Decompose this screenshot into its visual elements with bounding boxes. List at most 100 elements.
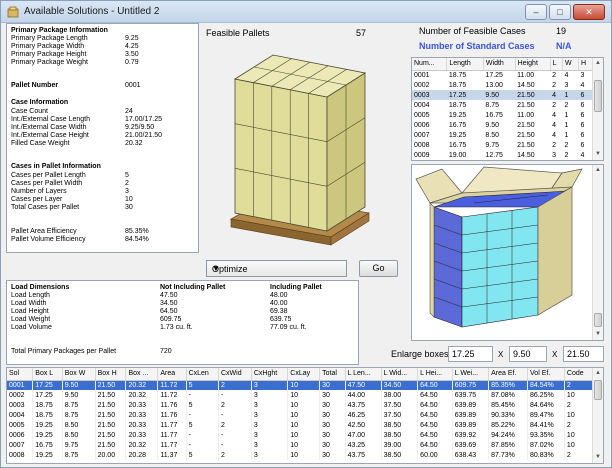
results-table-row[interactable]: 0007 16.75 9.75 21.50 20.32 11.77- -3 10 30 43.25… bbox=[7, 440, 594, 450]
cases-table-row[interactable]: 0001 18.75 17.25 11.00 2 4 3 bbox=[412, 70, 593, 80]
cases-in-pallet-heading: Cases in Pallet Information bbox=[11, 163, 101, 170]
enlarge-length-input[interactable]: 17.25 bbox=[448, 346, 493, 362]
cases-table-cell: 2 bbox=[552, 71, 557, 79]
results-table-cell: 16.75 bbox=[32, 440, 63, 450]
results-column-header[interactable]: L Wid... bbox=[381, 368, 419, 381]
results-column-header[interactable]: Sol bbox=[7, 368, 34, 381]
results-table-cell: - bbox=[218, 390, 252, 400]
window-title: Available Solutions - Untitled 2 bbox=[24, 6, 160, 17]
cases-table-cell: 1 bbox=[562, 90, 579, 100]
cases-column-header[interactable]: Width bbox=[483, 58, 516, 71]
cases-table-cell: 2 bbox=[552, 81, 557, 89]
results-table-cell: 34.50 bbox=[381, 380, 419, 390]
results-table-cell: 87.73% bbox=[488, 450, 529, 460]
results-table-cell: - bbox=[186, 390, 219, 400]
results-table-row[interactable]: 0001 17.25 9.50 21.50 20.32 11.72 5 2 3 10 30 47.50… bbox=[7, 380, 594, 390]
scroll-up-icon[interactable]: ▲ bbox=[595, 60, 601, 66]
case-view-scrollbar[interactable]: ▲ ▼ bbox=[592, 165, 603, 340]
cases-table-cell: 6 bbox=[580, 101, 585, 109]
cases-table-cell: 19.25 bbox=[448, 111, 467, 119]
cases-table-row[interactable]: 0002 18.75 13.00 14.50 2 3 4 bbox=[412, 80, 593, 90]
results-column-header[interactable]: Box ... bbox=[125, 368, 159, 381]
feasible-cases-count: 19 bbox=[556, 26, 567, 36]
results-table-row[interactable]: 0003 18.75 8.75 21.50 20.33 11.76 5 2 3 10 30 43.75… bbox=[7, 400, 594, 410]
results-column-header[interactable]: Area bbox=[157, 368, 187, 381]
cases-table-row[interactable]: 0006 16.75 9.50 21.50 4 1 6 bbox=[412, 120, 593, 130]
go-button[interactable]: Go bbox=[359, 260, 398, 277]
cases-column-header[interactable]: Num... bbox=[412, 58, 448, 71]
cases-table-cell: 21.50 bbox=[517, 121, 535, 129]
results-table-cell: 11.76 bbox=[157, 400, 187, 410]
results-table-cell: 10 bbox=[287, 420, 321, 430]
scroll-down-icon[interactable]: ▼ bbox=[595, 331, 601, 337]
scroll-down-icon[interactable]: ▼ bbox=[595, 454, 601, 460]
results-table-cell: 3 bbox=[251, 380, 289, 390]
case-info-heading: Case Information bbox=[11, 99, 69, 106]
results-table-cell: 30 bbox=[319, 390, 346, 400]
cases-table-row[interactable]: 0003 17.25 9.50 21.50 4 1 6 bbox=[412, 90, 593, 100]
results-table-row[interactable]: 0004 18.75 8.75 21.50 20.33 11.76- -3 10 30 46.25… bbox=[7, 410, 594, 420]
results-column-header[interactable]: L Hei... bbox=[417, 368, 453, 381]
results-column-header[interactable]: L Len... bbox=[345, 368, 382, 381]
results-scrollbar[interactable]: ▲ ▼ bbox=[592, 368, 603, 463]
results-table-cell: 18.75 bbox=[32, 410, 63, 420]
results-table-cell: 64.50 bbox=[417, 400, 453, 410]
cases-table-cell: 19.00 bbox=[448, 151, 467, 159]
results-column-header[interactable]: CxLen bbox=[186, 368, 219, 381]
results-table-row[interactable]: 0002 17.25 9.50 21.50 20.32 11.72- -3 10 30 44.00… bbox=[7, 390, 594, 400]
cases-table-cell: 11.00 bbox=[517, 71, 535, 79]
load-row-value-including: 40.00 bbox=[270, 300, 288, 307]
results-table-cell: 2 bbox=[564, 420, 594, 430]
scroll-down-icon[interactable]: ▼ bbox=[595, 151, 601, 157]
results-column-header[interactable]: CxLay bbox=[287, 368, 321, 381]
feasible-pallets-count: 57 bbox=[356, 28, 367, 38]
maximize-button[interactable]: □ bbox=[549, 4, 571, 20]
results-column-header[interactable]: Code bbox=[564, 368, 594, 381]
cases-column-header[interactable]: Length bbox=[446, 58, 484, 71]
close-button[interactable]: ✕ bbox=[573, 4, 605, 20]
results-table-cell: 46.25 bbox=[345, 410, 382, 420]
scroll-up-icon[interactable]: ▲ bbox=[595, 167, 601, 173]
results-column-header[interactable]: CxHght bbox=[251, 368, 289, 381]
times-symbol: X bbox=[498, 350, 504, 359]
cases-column-header[interactable]: H bbox=[578, 58, 593, 71]
results-table-cell: 5 bbox=[186, 420, 219, 430]
results-column-header[interactable]: Box H bbox=[95, 368, 127, 381]
cases-column-header[interactable]: W bbox=[562, 58, 580, 71]
results-table-row[interactable]: 0006 19.25 8.50 21.50 20.33 11.77- -3 10 30 47.00… bbox=[7, 430, 594, 440]
results-table-cell: 5 bbox=[186, 380, 219, 390]
cases-table-row[interactable]: 0004 18.75 8.75 21.50 2 2 6 bbox=[412, 100, 593, 110]
cases-column-header[interactable]: Height bbox=[515, 58, 551, 71]
cases-scrollbar[interactable]: ▲ ▼ bbox=[592, 58, 603, 160]
cases-table-row[interactable]: 0007 19.25 8.50 21.50 4 1 6 bbox=[412, 130, 593, 140]
optimize-dropdown[interactable]: Optimize ▼ bbox=[206, 260, 347, 277]
results-table-cell: 64.50 bbox=[417, 390, 453, 400]
results-column-header[interactable]: Box L bbox=[32, 368, 63, 381]
results-column-header[interactable]: L Wei... bbox=[452, 368, 490, 381]
scroll-thumb[interactable] bbox=[594, 80, 602, 112]
results-table-row[interactable]: 0005 19.25 8.50 21.50 20.33 11.77 5 2 3 10 30 42.50… bbox=[7, 420, 594, 430]
cases-table-row[interactable]: 0009 19.00 12.75 14.50 3 2 4 bbox=[412, 150, 593, 160]
enlarge-width-input[interactable]: 9.50 bbox=[509, 346, 547, 362]
cases-table-cell: 16.75 bbox=[448, 121, 467, 129]
cases-column-header[interactable]: L bbox=[550, 58, 563, 71]
results-column-header[interactable]: Area Ef. bbox=[488, 368, 529, 381]
scroll-up-icon[interactable]: ▲ bbox=[595, 370, 601, 376]
load-row-value-including: 48.00 bbox=[270, 292, 288, 299]
cases-table-row[interactable]: 0005 19.25 16.75 11.00 4 1 6 bbox=[412, 110, 593, 120]
enlarge-height-input[interactable]: 21.50 bbox=[563, 346, 604, 362]
results-table-cell: 18.75 bbox=[32, 400, 63, 410]
cases-table-row[interactable]: 0008 16.75 9.75 21.50 2 2 6 bbox=[412, 140, 593, 150]
scroll-thumb[interactable] bbox=[594, 313, 602, 327]
results-column-header[interactable]: Total bbox=[319, 368, 346, 381]
results-column-header[interactable]: Box W bbox=[62, 368, 96, 381]
results-table-row[interactable]: 0008 19.25 8.75 20.00 20.28 11.37 5 2 3 10 30 43.75… bbox=[7, 450, 594, 460]
scroll-thumb[interactable] bbox=[594, 380, 602, 400]
results-column-header[interactable]: CxWid bbox=[218, 368, 252, 381]
results-table-cell: 639.92 bbox=[452, 430, 490, 440]
results-table-cell: 38.50 bbox=[381, 420, 419, 430]
results-table-cell: - bbox=[218, 430, 252, 440]
minimize-button[interactable]: – bbox=[525, 4, 547, 20]
results-column-header[interactable]: Vol Ef. bbox=[527, 368, 565, 381]
